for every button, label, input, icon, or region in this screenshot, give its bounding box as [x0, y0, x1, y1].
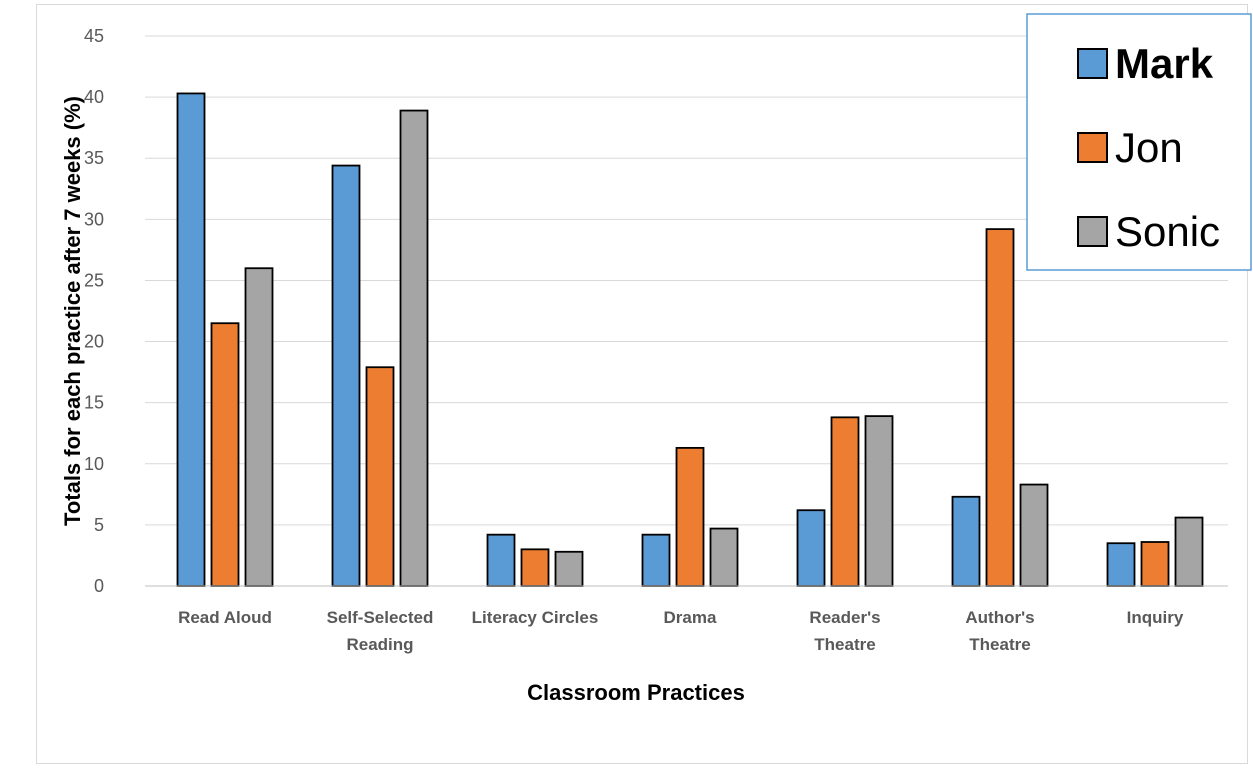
legend-label-sonic: Sonic	[1115, 208, 1220, 255]
bar-mark	[176, 92, 206, 587]
bar-jon	[210, 322, 240, 587]
x-category-label: Inquiry	[1127, 608, 1184, 627]
bar-sonic	[709, 527, 739, 587]
y-tick-label: 15	[84, 393, 104, 413]
x-category-label: Reader's	[809, 608, 880, 627]
x-axis-title: Classroom Practices	[527, 680, 745, 705]
bar-jon	[365, 366, 395, 587]
bar-sonic	[554, 550, 584, 587]
bar-jon	[675, 446, 705, 587]
bar-mark	[486, 533, 516, 587]
x-category-label: Literacy Circles	[472, 608, 599, 627]
bar-jon	[830, 416, 860, 587]
y-tick-label: 10	[84, 454, 104, 474]
bar-mark	[796, 509, 826, 587]
legend-box	[1026, 13, 1252, 271]
x-category-label: Self-Selected	[327, 608, 434, 627]
x-category-label: Author's	[965, 608, 1034, 627]
bars	[176, 92, 1204, 587]
y-axis-title: Totals for each practice after 7 weeks (…	[60, 96, 85, 526]
x-category-label: Drama	[664, 608, 717, 627]
legend-label-mark: Mark	[1115, 40, 1214, 87]
bar-mark	[1106, 542, 1136, 587]
bar-sonic	[1174, 516, 1204, 587]
y-tick-label: 30	[84, 209, 104, 229]
bar-mark	[951, 495, 981, 587]
bar-mark	[331, 164, 361, 587]
x-category-label: Read Aloud	[178, 608, 272, 627]
bar-sonic	[1019, 483, 1049, 587]
legend: Mark Jon Sonic	[1026, 13, 1252, 271]
legend-label-jon: Jon	[1115, 124, 1183, 171]
legend-swatch-mark	[1077, 48, 1108, 79]
y-tick-label: 0	[94, 576, 104, 596]
x-category-label: Reading	[346, 635, 413, 654]
y-tick-labels: 0 5 10 15 20 25 30 35 40 45	[84, 26, 104, 596]
bar-sonic	[864, 415, 894, 587]
x-category-labels: Read Aloud Self-Selected Reading Literacy C…	[178, 608, 1184, 654]
x-category-label: Theatre	[969, 635, 1030, 654]
y-tick-label: 5	[94, 515, 104, 535]
x-category-label: Theatre	[814, 635, 875, 654]
bar-jon	[1140, 541, 1170, 587]
bar-sonic	[244, 267, 274, 587]
y-tick-label: 25	[84, 270, 104, 290]
y-tick-label: 20	[84, 332, 104, 352]
y-tick-label: 40	[84, 87, 104, 107]
bar-sonic	[399, 109, 429, 587]
bar-mark	[641, 533, 671, 587]
bar-jon	[520, 548, 550, 587]
legend-swatch-jon	[1077, 132, 1108, 163]
bar-jon	[985, 228, 1015, 587]
legend-swatch-sonic	[1077, 216, 1108, 247]
y-tick-label: 35	[84, 148, 104, 168]
y-tick-label: 45	[84, 26, 104, 46]
